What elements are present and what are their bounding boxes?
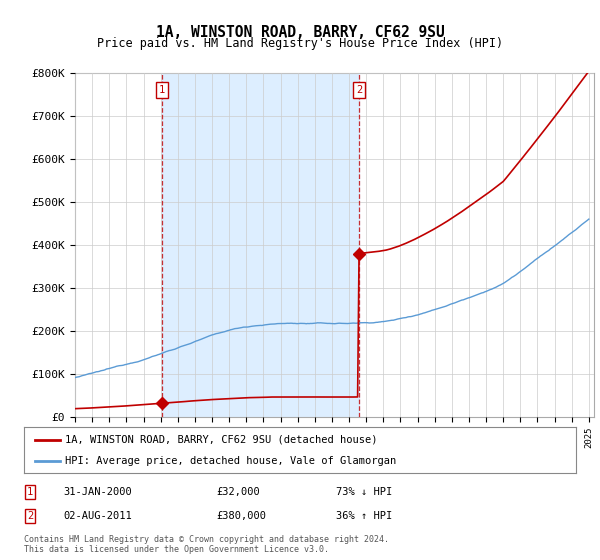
Text: 73% ↓ HPI: 73% ↓ HPI: [336, 487, 392, 497]
Text: 1A, WINSTON ROAD, BARRY, CF62 9SU: 1A, WINSTON ROAD, BARRY, CF62 9SU: [155, 25, 445, 40]
Text: 2: 2: [27, 511, 33, 521]
Text: 02-AUG-2011: 02-AUG-2011: [63, 511, 132, 521]
Text: 1: 1: [159, 85, 165, 95]
Text: Contains HM Land Registry data © Crown copyright and database right 2024.
This d: Contains HM Land Registry data © Crown c…: [24, 535, 389, 554]
Text: 1A, WINSTON ROAD, BARRY, CF62 9SU (detached house): 1A, WINSTON ROAD, BARRY, CF62 9SU (detac…: [65, 435, 378, 445]
Text: 36% ↑ HPI: 36% ↑ HPI: [336, 511, 392, 521]
Bar: [162, 73, 359, 417]
Text: £380,000: £380,000: [216, 511, 266, 521]
Text: 31-JAN-2000: 31-JAN-2000: [63, 487, 132, 497]
Text: Price paid vs. HM Land Registry's House Price Index (HPI): Price paid vs. HM Land Registry's House …: [97, 37, 503, 50]
Text: £32,000: £32,000: [216, 487, 260, 497]
Text: 1: 1: [27, 487, 33, 497]
Text: 2: 2: [356, 85, 362, 95]
Text: HPI: Average price, detached house, Vale of Glamorgan: HPI: Average price, detached house, Vale…: [65, 456, 397, 466]
